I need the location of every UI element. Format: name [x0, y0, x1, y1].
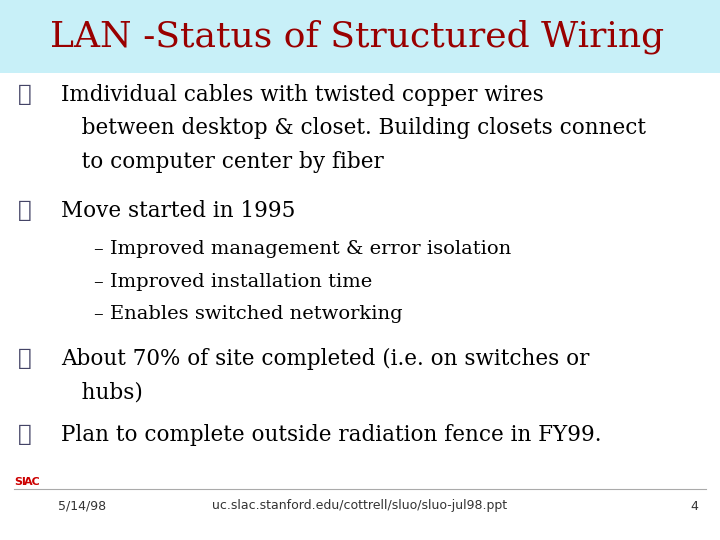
Text: Move started in 1995: Move started in 1995	[61, 200, 296, 222]
Text: ☞: ☞	[18, 424, 32, 446]
Text: 5/14/98: 5/14/98	[58, 500, 106, 512]
Text: Sl: Sl	[14, 477, 26, 487]
Text: 4: 4	[690, 500, 698, 512]
Text: to computer center by fiber: to computer center by fiber	[61, 151, 384, 173]
Text: between desktop & closet. Building closets connect: between desktop & closet. Building close…	[61, 117, 647, 139]
Text: hubs): hubs)	[61, 382, 143, 404]
Text: Plan to complete outside radiation fence in FY99.: Plan to complete outside radiation fence…	[61, 424, 602, 446]
Text: Imdividual cables with twisted copper wires: Imdividual cables with twisted copper wi…	[61, 84, 544, 106]
Text: AC: AC	[24, 477, 40, 487]
Text: – Enables switched networking: – Enables switched networking	[94, 305, 402, 323]
Text: ☞: ☞	[18, 200, 32, 222]
Text: ☞: ☞	[18, 84, 32, 106]
Text: About 70% of site completed (i.e. on switches or: About 70% of site completed (i.e. on swi…	[61, 348, 590, 370]
Text: LAN -Status of Structured Wiring: LAN -Status of Structured Wiring	[50, 19, 665, 53]
Text: – Improved installation time: – Improved installation time	[94, 273, 372, 291]
Text: – Improved management & error isolation: – Improved management & error isolation	[94, 240, 511, 258]
Bar	[0, 0, 720, 73]
Text: uc.slac.stanford.edu/cottrell/sluo/sluo-jul98.ppt: uc.slac.stanford.edu/cottrell/sluo/sluo-…	[212, 500, 508, 512]
Text: ☞: ☞	[18, 348, 32, 370]
